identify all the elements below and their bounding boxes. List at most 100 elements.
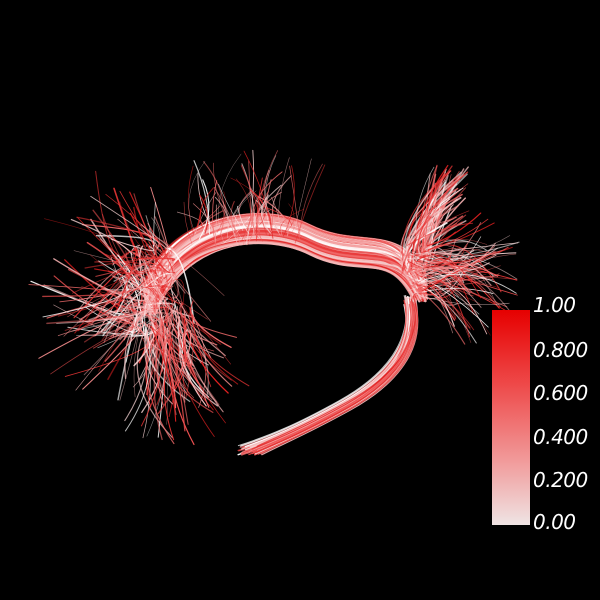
- fiber-strand: [257, 303, 417, 455]
- fiber-strand: [81, 315, 134, 336]
- fiber-strand: [73, 262, 130, 319]
- fiber-strand: [124, 285, 172, 294]
- fiber-strand: [59, 277, 140, 303]
- fiber-strand: [90, 195, 172, 255]
- fiber-strand: [174, 310, 194, 367]
- fiber-strand: [409, 252, 518, 280]
- fiber-strand: [218, 183, 244, 231]
- fiber-strand: [271, 208, 274, 234]
- fiber-strand: [57, 309, 157, 337]
- fiber-strand: [167, 261, 190, 317]
- fiber-strand: [155, 317, 164, 406]
- fiber-strand: [133, 276, 154, 309]
- fiber-strand: [271, 175, 292, 233]
- fiber-strand: [424, 170, 451, 266]
- fiber-strand: [140, 224, 177, 253]
- fiber-strand: [155, 319, 186, 403]
- fiber-strand: [192, 203, 216, 236]
- fiber-strand: [218, 153, 242, 243]
- fiber-strand: [426, 212, 482, 247]
- fiber-strand: [214, 196, 229, 228]
- fiber-strand: [144, 324, 191, 403]
- fiber-strand: [142, 240, 415, 314]
- fiber-strand: [421, 272, 452, 286]
- fiber-strand: [277, 157, 290, 232]
- fiber-strand: [88, 305, 149, 321]
- fiber-strand: [417, 216, 457, 256]
- fiber-strand: [94, 299, 128, 314]
- fiber-strand: [235, 178, 251, 236]
- fiber-strand: [133, 323, 156, 367]
- fiber-strand: [44, 218, 129, 256]
- fiber-strand: [111, 238, 155, 252]
- fiber-strand: [182, 321, 199, 384]
- fiber-strand: [157, 312, 186, 414]
- fiber-strand: [410, 284, 466, 345]
- fiber-strand: [421, 287, 494, 294]
- fiber-strand: [240, 165, 267, 235]
- fiber-strand: [92, 209, 133, 276]
- fiber-strand: [260, 303, 419, 455]
- fiber-strand: [89, 254, 127, 291]
- fiber-strand: [112, 275, 156, 301]
- fiber-strand: [401, 170, 452, 271]
- fiber-strand: [258, 196, 289, 237]
- fiber-strand: [283, 165, 295, 237]
- fiber-strand: [414, 271, 457, 320]
- fiber-strand: [243, 150, 274, 239]
- fiber-strand: [179, 303, 238, 338]
- fiber-strand: [155, 237, 428, 311]
- fiber-strand: [150, 232, 423, 306]
- fiber-strand: [264, 155, 277, 233]
- fiber-strand: [168, 327, 215, 437]
- fiber-strand: [199, 194, 209, 234]
- fiber-strand: [214, 204, 217, 243]
- fiber-strand: [248, 209, 272, 240]
- fiber-strand: [144, 321, 173, 405]
- fiber-strand: [407, 222, 474, 246]
- fiber-strand: [83, 305, 140, 333]
- fiber-strand: [420, 249, 475, 263]
- fiber-strand: [101, 213, 127, 260]
- fiber-strand: [427, 218, 489, 250]
- fiber-strand: [295, 158, 312, 227]
- fiber-strand: [119, 285, 174, 341]
- fiber-strand: [187, 165, 194, 235]
- colorbar-label-0-6: 0.600: [533, 381, 588, 405]
- fiber-strand: [171, 299, 218, 346]
- fiber-strand: [161, 301, 172, 351]
- colorbar-label-min: 0.00: [533, 510, 576, 534]
- fiber-strand: [429, 285, 472, 343]
- fiber-strand: [145, 215, 159, 250]
- fiber-strand: [408, 251, 492, 286]
- fiber-strand: [42, 288, 130, 318]
- fiber-strand: [64, 316, 134, 332]
- fiber-strand: [114, 265, 159, 278]
- fiber-strand: [162, 285, 208, 320]
- fiber-strand: [266, 207, 295, 235]
- fiber-strand: [152, 305, 161, 350]
- fiber-strand: [226, 192, 252, 239]
- fiber-strand: [241, 163, 256, 227]
- fiber-strand: [235, 190, 257, 239]
- fiber-strand: [411, 282, 471, 330]
- fiber-strand: [256, 190, 269, 242]
- fiber-strand: [251, 171, 283, 239]
- fiber-strand: [255, 177, 263, 242]
- fiber-strand: [417, 254, 482, 299]
- fiber-strand: [413, 268, 459, 297]
- fiber-strand: [119, 190, 163, 249]
- fiber-strand: [137, 257, 176, 262]
- fiber-strand: [248, 160, 252, 228]
- fiber-strand: [193, 210, 224, 232]
- fiber-strand: [256, 295, 417, 447]
- fiber-strand: [174, 336, 217, 403]
- fiber-strand: [189, 307, 212, 388]
- fiber-strand: [417, 266, 516, 320]
- fiber-strand: [163, 331, 214, 414]
- fiber-strand: [248, 303, 412, 456]
- fiber-strand: [102, 272, 174, 337]
- fiber-strand: [70, 218, 133, 256]
- fiber-strand: [173, 278, 185, 326]
